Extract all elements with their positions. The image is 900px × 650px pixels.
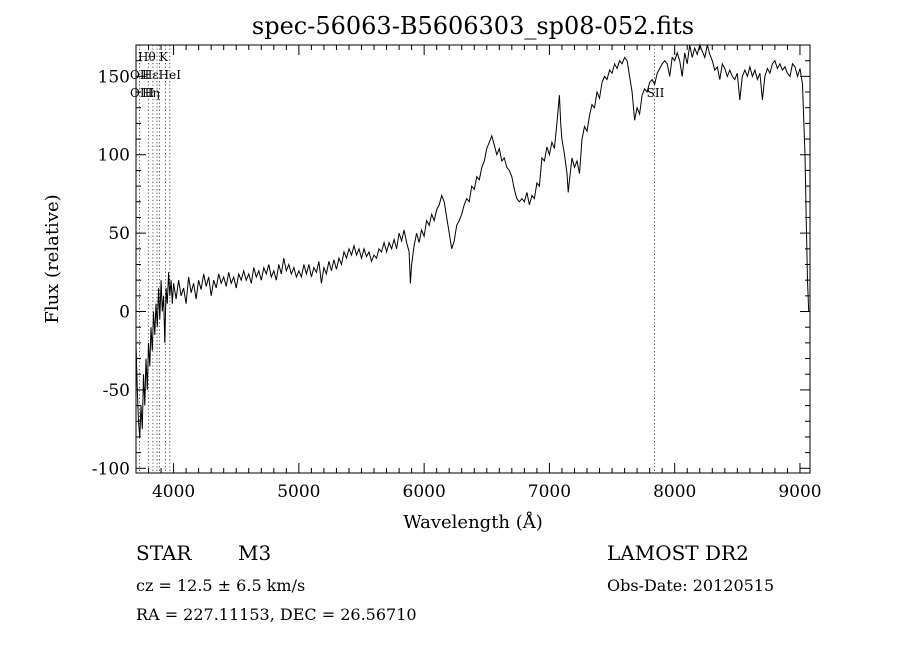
y-tick-label-3: 50 xyxy=(108,224,130,244)
spectrum-line xyxy=(135,43,810,437)
marker-label-0-1: K xyxy=(159,50,169,64)
marker-label-0-0: Hθ xyxy=(138,50,156,64)
plot-frame xyxy=(135,44,811,474)
chart-title: spec-56063-B5606303_sp08-052.fits xyxy=(252,12,694,40)
x-axis-ticks: 4000 5000 6000 7000 8000 9000 xyxy=(148,45,822,502)
survey-name: LAMOST DR2 xyxy=(607,541,749,565)
y-axis-ticks: -100 -50 0 50 100 150 xyxy=(92,60,810,479)
x-tick-label-3: 7000 xyxy=(528,482,571,502)
marker-label-2-1: Hη xyxy=(142,86,160,100)
y-tick-label-4: 100 xyxy=(98,146,130,166)
x-tick-label-0: 4000 xyxy=(152,482,195,502)
marker-label-1-1: HεHeI xyxy=(142,68,181,82)
line-marker-group xyxy=(139,45,656,473)
y-tick-label-0: -100 xyxy=(92,459,130,479)
coordinates-radec: RA = 227.11153, DEC = 26.56710 xyxy=(136,605,417,624)
y-tick-label-5: 150 xyxy=(98,67,130,87)
x-tick-label-1: 5000 xyxy=(277,482,320,502)
x-tick-label-5: 9000 xyxy=(778,482,821,502)
marker-label-sii: SII xyxy=(647,86,665,100)
x-tick-label-2: 6000 xyxy=(403,482,446,502)
object-subclass: M3 xyxy=(238,541,271,565)
observation-date: Obs-Date: 20120515 xyxy=(607,576,774,595)
y-tick-label-2: 0 xyxy=(119,303,130,323)
x-axis-label: Wavelength (Å) xyxy=(403,511,543,533)
x-tick-label-4: 8000 xyxy=(653,482,696,502)
marker-label-2-0: OIII xyxy=(130,86,154,100)
object-type: STAR xyxy=(136,541,192,565)
redshift-cz: cz = 12.5 ± 6.5 km/s xyxy=(136,576,305,595)
marker-label-1-0: OII xyxy=(130,68,150,82)
y-axis-label: Flux (relative) xyxy=(42,194,63,323)
y-tick-label-1: -50 xyxy=(103,381,130,401)
